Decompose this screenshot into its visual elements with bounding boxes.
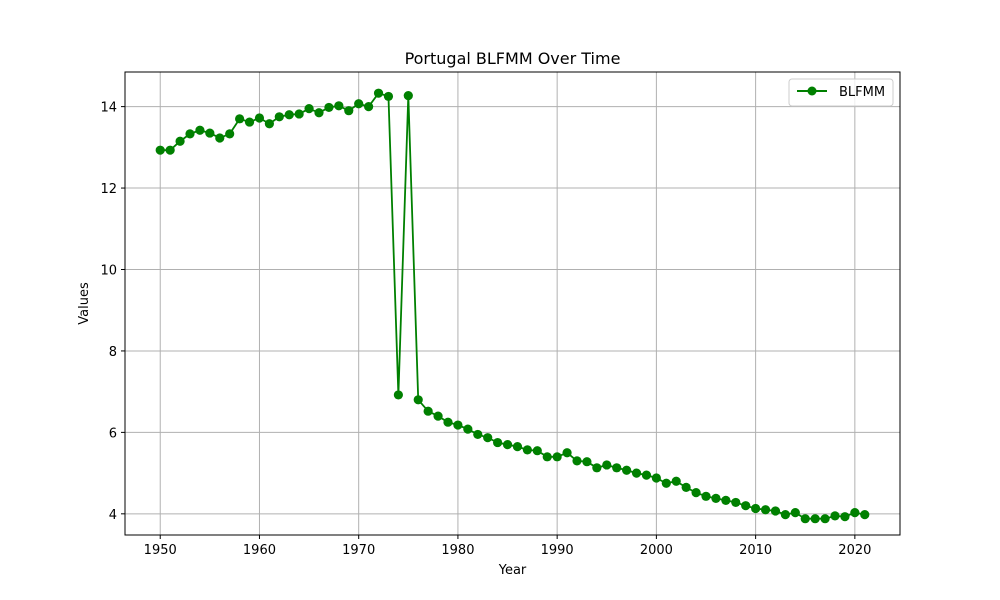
data-point <box>284 110 294 120</box>
ticks: 1950 1960 1970 1980 1990 2000 2010 2020 4 6 8 10 12 1… <box>100 101 871 558</box>
x-tick-label: 2020 <box>838 543 871 558</box>
data-point <box>631 468 642 478</box>
x-axis-label: Year <box>498 563 527 578</box>
data-point <box>314 108 324 118</box>
data-point <box>661 478 671 488</box>
data-point <box>502 439 513 450</box>
data-point <box>691 488 701 498</box>
data-point <box>671 476 681 486</box>
chart-title: Portugal BLFMM Over Time <box>405 49 621 68</box>
data-point <box>840 512 850 522</box>
y-tick-label: 6 <box>109 426 117 441</box>
data-point <box>810 514 820 524</box>
legend-marker <box>807 86 817 96</box>
x-tick-label: 2010 <box>739 543 772 558</box>
data-point <box>552 452 562 462</box>
data-point <box>770 506 781 516</box>
data-point <box>264 119 274 129</box>
data-point <box>731 497 741 508</box>
data-point <box>175 136 185 146</box>
x-tick-label: 1960 <box>243 543 276 558</box>
data-point <box>542 452 552 462</box>
data-point <box>522 445 532 455</box>
data-point <box>532 446 542 456</box>
data-point <box>820 514 830 524</box>
data-point <box>602 460 612 470</box>
x-tick-label: 2000 <box>640 543 673 558</box>
data-point <box>562 448 572 458</box>
data-point <box>155 145 165 155</box>
data-point <box>373 88 384 98</box>
data-point <box>592 463 602 473</box>
data-point <box>304 104 314 114</box>
data-point <box>225 129 235 139</box>
data-point <box>453 420 463 430</box>
y-tick-label: 10 <box>100 263 117 278</box>
x-tick-label: 1990 <box>541 543 574 558</box>
plot-frame <box>124 71 901 536</box>
data-point <box>760 505 771 515</box>
legend-box <box>788 78 894 107</box>
data-point <box>641 470 652 480</box>
y-tick-label: 8 <box>109 345 117 360</box>
data-point <box>800 514 810 524</box>
data-point <box>205 128 215 138</box>
data-point <box>354 99 364 109</box>
data-point <box>860 510 870 520</box>
data-point <box>780 510 790 520</box>
data-point <box>622 465 632 475</box>
data-point <box>215 133 225 143</box>
y-tick-label: 14 <box>100 101 117 116</box>
y-tick-label: 12 <box>100 182 117 197</box>
data-point <box>433 411 443 421</box>
data-point <box>701 491 711 501</box>
data-point <box>254 113 265 123</box>
data-point <box>493 437 503 448</box>
data-point <box>195 125 205 135</box>
data-point <box>324 102 334 113</box>
x-tick-label: 1950 <box>144 543 177 558</box>
data-point <box>612 463 622 473</box>
grid <box>125 72 900 535</box>
series-layer <box>155 88 870 524</box>
data-point <box>512 442 523 452</box>
data-point <box>681 482 691 492</box>
data-point <box>403 91 413 101</box>
y-axis-label: Values <box>77 282 92 325</box>
data-point <box>185 129 195 139</box>
data-point <box>721 495 731 505</box>
data-point <box>790 508 800 518</box>
data-point <box>393 390 403 400</box>
data-point <box>572 456 582 466</box>
data-point <box>165 145 175 155</box>
data-point <box>274 112 284 122</box>
data-point <box>244 117 255 127</box>
data-point <box>582 457 592 467</box>
data-point <box>463 424 473 434</box>
x-tick-label: 1970 <box>342 543 375 558</box>
data-point <box>473 429 483 440</box>
data-point <box>334 101 344 111</box>
data-point <box>711 493 721 503</box>
data-point <box>413 395 423 405</box>
data-point <box>294 109 304 119</box>
data-point <box>741 501 751 511</box>
data-point <box>364 102 374 112</box>
data-point <box>850 508 860 518</box>
data-point <box>483 433 493 443</box>
data-point <box>443 417 453 427</box>
x-tick-label: 1980 <box>441 543 474 558</box>
data-point <box>751 503 761 514</box>
data-point <box>423 406 433 416</box>
data-point <box>383 91 394 102</box>
legend-label: BLFMM <box>839 85 885 100</box>
data-point <box>830 511 840 521</box>
data-point <box>235 114 245 124</box>
data-point <box>651 473 661 483</box>
legend: BLFMM <box>788 78 894 107</box>
data-point <box>344 106 354 116</box>
y-tick-label: 4 <box>109 508 117 523</box>
